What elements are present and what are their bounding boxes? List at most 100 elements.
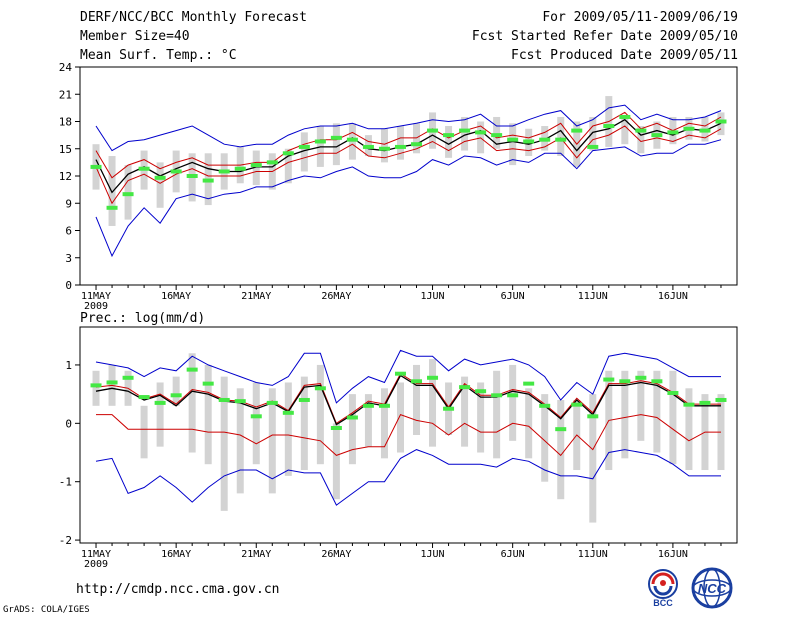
panel1-median-marker: [282, 151, 294, 156]
panel2-range-bar: [316, 364, 324, 465]
panel1-median-marker: [170, 169, 182, 174]
panel1-median-marker: [427, 128, 439, 133]
panel1-median-marker: [523, 139, 535, 144]
panel2-y-tick-label: -1: [59, 476, 72, 489]
panel2-median-marker: [507, 393, 519, 398]
panel2-range-bar: [525, 388, 533, 459]
panel2-y-tick-label: 0: [65, 417, 72, 430]
panel2-range-bar: [669, 370, 677, 465]
panel2-x-tick-label: 6JUN: [501, 549, 525, 560]
panel2-median-marker: [314, 386, 326, 391]
panel2-median-marker: [154, 400, 166, 405]
panel1-x-tick-label: 11JUN: [578, 291, 608, 302]
panel1-median-marker: [234, 166, 246, 171]
panel1-median-marker: [362, 144, 374, 149]
panel2-range-bar: [364, 394, 372, 447]
panel2-median-marker: [491, 393, 503, 398]
panel2-median-marker: [635, 375, 647, 380]
panel1-upper-percentile-line: [95, 111, 722, 179]
panel2-frame: [79, 326, 738, 544]
panel1-x-tick-label: 21MAY: [241, 291, 271, 302]
panel1-range-bar: [284, 148, 292, 184]
panel1-range-bar: [637, 126, 645, 154]
panel1-min-line: [95, 139, 722, 258]
variable-label: Mean Surf. Temp.: °C: [80, 48, 237, 63]
panel1-median-marker: [122, 192, 134, 197]
panel2-x-tick-label: 11JUN: [578, 549, 608, 560]
grads-credit: GrADS: COLA/IGES: [3, 605, 90, 615]
panel1-y-tick-label: 12: [59, 170, 72, 183]
panel2-range-bar: [348, 394, 356, 465]
panel1-median-marker: [186, 174, 198, 178]
panel2-median-marker: [170, 393, 182, 398]
panel1-median-marker: [411, 142, 423, 147]
panel1-range-bar: [509, 123, 517, 166]
panel1-median-marker: [683, 126, 695, 131]
panel2-median-marker: [250, 414, 262, 419]
panel2-median-marker: [218, 397, 230, 402]
panel2-median-marker: [330, 425, 342, 430]
panel2-x-tick-label: 16JUN: [658, 549, 688, 560]
panel1-median-marker: [619, 114, 631, 119]
panel2-median-marker: [539, 403, 551, 408]
panel2-median-marker: [122, 375, 134, 380]
panel1-median-marker: [539, 137, 551, 142]
panel1-y-tick-label: 9: [65, 197, 72, 210]
panel2-median-marker: [683, 402, 695, 407]
forecast-period: For 2009/05/11-2009/06/19: [542, 10, 738, 25]
panel1-median-marker: [106, 205, 118, 210]
panel2-title: Prec.: log(mm/d): [80, 311, 205, 326]
panel2-median-marker: [651, 379, 663, 384]
panel1-range-bar: [461, 116, 469, 151]
source-url[interactable]: http://cmdp.ncc.cma.gov.cn: [76, 582, 280, 597]
panel1-range-bar: [156, 162, 164, 208]
panel2-upper-percentile-line: [95, 372, 721, 425]
panel1-median-marker: [715, 119, 727, 124]
bcc-logo-text: BCC: [653, 598, 673, 608]
panel2-median-marker: [587, 414, 599, 419]
panel1-median-marker: [218, 169, 230, 174]
panel1-median-marker: [90, 164, 102, 169]
panel1-x-tick-label: 26MAY: [321, 291, 351, 302]
panel2-median-marker: [90, 383, 102, 388]
panel1-median-marker: [298, 144, 310, 149]
panel2-median-marker: [138, 395, 150, 400]
forecast-produced-date: Fcst Produced Date 2009/05/11: [511, 48, 738, 63]
panel1-x-tick-label: 11MAY: [81, 291, 111, 302]
panel1-median-marker: [154, 175, 166, 180]
ncc-logo-icon: NCC: [691, 567, 733, 609]
panel1-median-marker: [314, 139, 326, 144]
forecast-start-date: Fcst Started Refer Date 2009/05/10: [471, 29, 738, 44]
panel1-median-marker: [443, 133, 455, 138]
panel1-median-marker: [667, 130, 679, 135]
panel1-y-tick-label: 15: [59, 143, 72, 156]
panel1-lower-percentile-line: [95, 125, 722, 205]
panel2-median-marker: [202, 381, 214, 386]
panel2-range-bar: [589, 394, 597, 523]
panel2-min-line: [95, 449, 721, 506]
panel2-range-bar: [332, 423, 340, 500]
panel1-range-bar: [621, 116, 629, 145]
panel1-median-marker: [651, 133, 663, 138]
panel2-median-marker: [571, 402, 583, 407]
panel2-median-marker: [459, 385, 471, 390]
panel1-median-marker: [635, 128, 647, 133]
panel2-range-bar: [621, 370, 629, 459]
panel1-y-tick-label: 18: [59, 116, 72, 129]
panel1-y-tick-label: 0: [65, 279, 72, 292]
panel2-median-marker: [266, 400, 278, 405]
panel2-median-marker: [555, 427, 567, 432]
panel2-median-marker: [715, 397, 727, 402]
panel2-median-marker: [699, 400, 711, 405]
panel2-x-tick-label: 26MAY: [321, 549, 351, 560]
panel1-median-marker: [571, 128, 583, 133]
panel2-range-bar: [461, 376, 469, 447]
panel2-range-bar: [493, 370, 501, 459]
panel1-year-label: 2009: [84, 301, 108, 312]
panel2-range-bar: [236, 388, 244, 494]
panel2-range-bar: [557, 399, 565, 500]
panel1-x-tick-label: 16JUN: [658, 291, 688, 302]
panel1-median-marker: [699, 128, 711, 133]
panel2-median-marker: [523, 381, 535, 386]
